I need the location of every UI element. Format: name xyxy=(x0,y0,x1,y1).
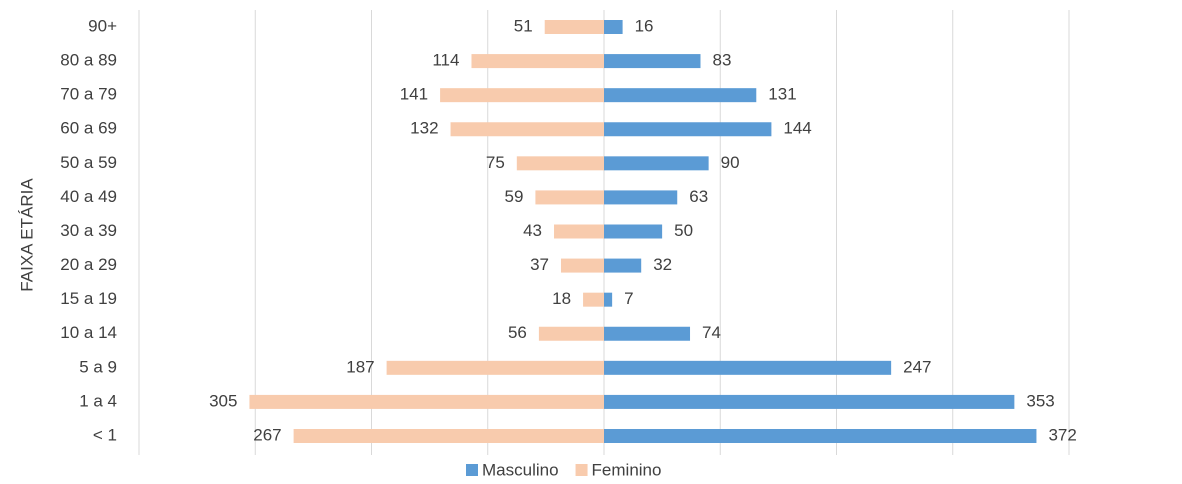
bar xyxy=(544,20,604,34)
bar xyxy=(604,190,678,205)
data-label: 51 xyxy=(514,16,533,35)
data-label: 305 xyxy=(209,391,237,410)
legend-label: Masculino xyxy=(482,460,559,479)
bar xyxy=(386,360,604,375)
bar xyxy=(440,88,604,103)
data-label: 50 xyxy=(674,221,693,240)
data-label: 7 xyxy=(624,289,633,308)
data-label: 59 xyxy=(504,187,523,206)
data-label: 83 xyxy=(712,51,731,70)
bar xyxy=(604,20,623,34)
bar xyxy=(560,258,604,273)
y-axis-label: FAIXA ETÁRIA xyxy=(17,178,36,292)
bar xyxy=(604,394,1015,409)
y-tick-label: 20 a 29 xyxy=(60,255,117,274)
y-tick-label: 40 a 49 xyxy=(60,187,117,206)
data-label: 132 xyxy=(410,119,438,138)
data-label: 43 xyxy=(523,221,542,240)
bar xyxy=(604,122,772,137)
bar xyxy=(583,292,604,307)
y-tick-label: 70 a 79 xyxy=(60,85,117,104)
data-label: 144 xyxy=(783,119,811,138)
bar xyxy=(604,224,663,239)
y-tick-label: 10 a 14 xyxy=(60,323,117,342)
bar xyxy=(604,292,613,307)
data-label: 131 xyxy=(768,85,796,104)
legend-swatch xyxy=(466,464,478,476)
bar xyxy=(538,326,604,341)
bar xyxy=(554,224,604,239)
data-label: 56 xyxy=(508,323,527,342)
data-label: 267 xyxy=(253,425,281,444)
data-label: 353 xyxy=(1026,391,1054,410)
y-tick-label: 90+ xyxy=(88,16,117,35)
bar xyxy=(604,429,1037,443)
bar xyxy=(604,326,691,341)
bar xyxy=(604,258,642,273)
data-label: 16 xyxy=(635,16,654,35)
data-label: 18 xyxy=(552,289,571,308)
bar xyxy=(604,54,701,69)
bar xyxy=(516,156,604,171)
data-label: 141 xyxy=(400,85,428,104)
y-tick-label: 15 a 19 xyxy=(60,289,117,308)
bar xyxy=(604,88,757,103)
data-label: 63 xyxy=(689,187,708,206)
data-label: 247 xyxy=(903,357,931,376)
y-tick-label: 1 a 4 xyxy=(79,391,117,410)
data-label: 74 xyxy=(702,323,721,342)
y-tick-label: 30 a 39 xyxy=(60,221,117,240)
bar xyxy=(293,429,604,443)
y-tick-label: 50 a 59 xyxy=(60,153,117,172)
data-label: 114 xyxy=(432,51,459,70)
y-tick-label: < 1 xyxy=(93,425,117,444)
bar xyxy=(471,54,604,69)
bar xyxy=(604,360,892,375)
bar xyxy=(450,122,604,137)
y-tick-label: 80 a 89 xyxy=(60,51,117,70)
bar xyxy=(604,156,709,171)
data-label: 187 xyxy=(346,357,374,376)
data-label: 90 xyxy=(721,153,740,172)
bar xyxy=(249,394,604,409)
data-label: 75 xyxy=(486,153,505,172)
y-tick-label: 60 a 69 xyxy=(60,119,117,138)
data-label: 37 xyxy=(530,255,549,274)
legend-swatch xyxy=(575,464,588,476)
legend-label: Feminino xyxy=(592,460,662,479)
data-label: 372 xyxy=(1048,425,1076,444)
bar xyxy=(535,190,604,205)
data-label: 32 xyxy=(653,255,672,274)
y-tick-label: 5 a 9 xyxy=(79,357,117,376)
